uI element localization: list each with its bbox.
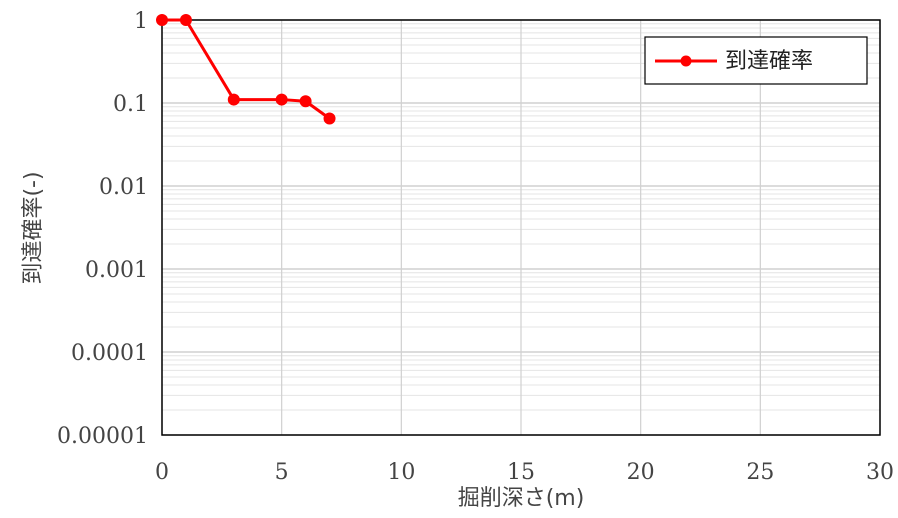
x-tick-label: 15: [507, 460, 535, 485]
plot-area-border: [161, 19, 881, 436]
y-tick-label: 0.01: [99, 175, 148, 200]
x-tick-label: 25: [746, 460, 774, 485]
x-tick-label: 30: [866, 460, 894, 485]
x-tick-label: 10: [387, 460, 415, 485]
y-tick-label: 1: [134, 9, 148, 34]
y-tick-labels: 1 0.1 0.01 0.001 0.0001 0.00001: [57, 9, 148, 449]
y-tick-label: 0.00001: [57, 424, 148, 449]
data-point: [323, 112, 336, 125]
data-point: [156, 14, 168, 26]
x-tick-labels: 0 5 10 15 20 25 30: [155, 460, 894, 485]
x-tick-label: 5: [275, 460, 289, 485]
series-layer: [156, 14, 336, 125]
x-tick-label: 0: [155, 460, 169, 485]
y-tick-label: 0.1: [113, 92, 148, 117]
y-axis-title: 到達確率(-): [21, 171, 46, 284]
x-tick-label: 20: [627, 460, 655, 485]
x-axis-title: 掘削深さ(m): [458, 486, 585, 511]
data-point: [299, 95, 312, 108]
y-tick-label: 0.001: [85, 258, 148, 283]
data-point: [179, 14, 192, 26]
legend-label: 到達確率: [725, 49, 813, 74]
data-point: [227, 93, 240, 106]
legend: 到達確率: [644, 36, 868, 85]
y-tick-label: 0.0001: [71, 341, 148, 366]
data-point: [275, 93, 288, 106]
legend-marker: [680, 55, 692, 67]
